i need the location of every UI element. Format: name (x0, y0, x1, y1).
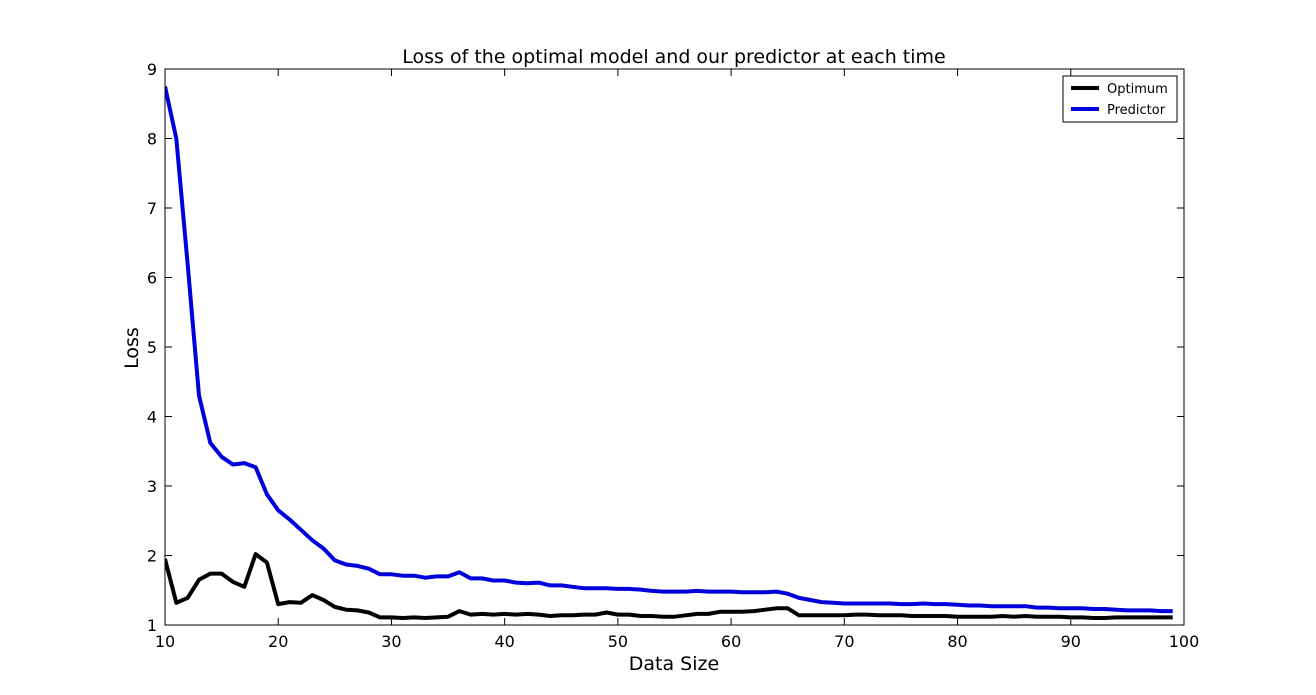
y-tick-label: 2 (147, 547, 157, 566)
y-axis-label: Loss (121, 327, 143, 369)
axis-ticks: 10 20 30 40 50 60 70 80 90 100 1 2 3 4 5 6 7 8 9 (147, 60, 1199, 651)
chart-title: Loss of the optimal model and our predic… (402, 46, 945, 68)
legend-label-optimum: Optimum (1107, 82, 1168, 97)
legend-label-predictor: Predictor (1107, 103, 1166, 118)
x-tick-label: 80 (947, 632, 967, 651)
series-line-optimum (165, 552, 1173, 620)
y-tick-label: 8 (147, 130, 157, 149)
x-tick-label: 100 (1169, 632, 1200, 651)
y-tick-label: 5 (147, 338, 157, 357)
legend-box (1062, 75, 1178, 123)
y-tick-label: 1 (147, 616, 157, 635)
plot-frame (164, 68, 1185, 626)
x-tick-label: 70 (834, 632, 854, 651)
x-tick-label: 40 (494, 632, 514, 651)
x-tick-label: 50 (608, 632, 628, 651)
x-axis-label: Data Size (629, 653, 719, 675)
x-tick-label: 20 (268, 632, 288, 651)
plot-area (164, 68, 1185, 626)
y-tick-label: 6 (147, 269, 157, 288)
x-tick-label: 10 (155, 632, 175, 651)
y-tick-label: 3 (147, 477, 157, 496)
y-tick-label: 9 (147, 60, 157, 79)
y-tick-label: 4 (147, 408, 157, 427)
legend: Optimum Predictor (1062, 75, 1178, 123)
x-tick-label: 90 (1061, 632, 1081, 651)
y-tick-label: 7 (147, 199, 157, 218)
x-tick-label: 30 (381, 632, 401, 651)
series-line-predictor (165, 85, 1173, 614)
x-tick-label: 60 (721, 632, 741, 651)
